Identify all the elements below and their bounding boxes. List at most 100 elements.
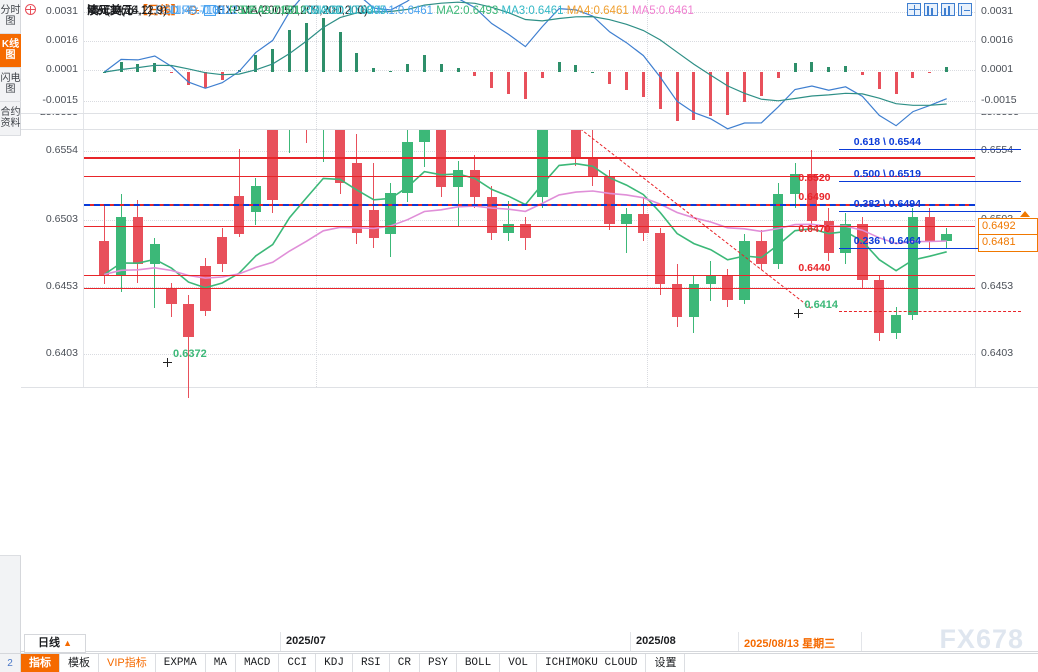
- macd-histogram-bar: [911, 72, 915, 79]
- ma-curve: [104, 190, 947, 279]
- candle-body: [722, 274, 733, 300]
- toolbar-item-kdj[interactable]: KDJ: [316, 654, 353, 672]
- candle: [924, 0, 936, 387]
- macd-histogram-bar: [574, 65, 578, 73]
- support-resistance-line: [84, 275, 975, 276]
- indicator-name: EXPMA(200,50,200,200,200): [217, 5, 368, 17]
- candle-body: [385, 192, 396, 235]
- x-axis: 2025/07 2025/08 2025/08/13 星期三: [21, 632, 1038, 652]
- candle-body: [351, 163, 363, 233]
- candle-body: [267, 120, 278, 200]
- toolbar-item-ichimoku-cloud[interactable]: ICHIMOKU CLOUD: [537, 654, 647, 672]
- toolbar-item-cci[interactable]: CCI: [279, 654, 317, 672]
- sidebar-item-flash-chart[interactable]: 闪电图: [0, 68, 21, 102]
- x-axis-label: 2025/07: [286, 635, 326, 647]
- crosshair-icon[interactable]: [907, 3, 921, 16]
- price-ytick-left: 0.6554: [45, 144, 78, 157]
- macd-histogram-bar: [406, 63, 409, 73]
- candle: [452, 0, 464, 387]
- toolbar-item-cr[interactable]: CR: [390, 654, 420, 672]
- page-badge[interactable]: 2: [0, 654, 21, 672]
- macd-histogram-bar: [928, 72, 932, 74]
- toolbar-item-vip指标[interactable]: VIP指标: [99, 654, 156, 672]
- macd-ytick-left: 0.0016: [45, 33, 78, 46]
- toolbar-item-boll[interactable]: BOLL: [457, 654, 501, 672]
- macd-histogram-bar: [877, 72, 881, 90]
- sidebar-item-contract-info[interactable]: 合约资料: [0, 102, 21, 136]
- macd-legend: MACD(26,12,9) DIFF:-0.0012 DEA:-0.0010 M…: [87, 4, 386, 18]
- vertical-gridline: [316, 0, 318, 113]
- ma3-value: MA3:0.6461: [501, 5, 564, 17]
- candle-body: [98, 241, 110, 275]
- chart-shift-right-icon[interactable]: [958, 3, 972, 16]
- candle-body: [402, 141, 413, 193]
- candle: [503, 0, 514, 387]
- candle: [115, 0, 127, 387]
- toolbar-item-设置[interactable]: 设置: [646, 654, 686, 672]
- gridline: [84, 101, 975, 103]
- toolbar-item-rsi[interactable]: RSI: [353, 654, 390, 672]
- indicator-curve: [104, 1, 947, 106]
- support-resistance-line: [84, 157, 975, 159]
- toolbar-item-vol[interactable]: VOL: [500, 654, 538, 672]
- toolbar-item-ma[interactable]: MA: [206, 654, 236, 672]
- candle: [183, 0, 194, 398]
- candle-body: [132, 216, 144, 264]
- candle: [351, 0, 363, 387]
- macd-histogram-bar: [557, 62, 561, 73]
- candle-body: [705, 274, 716, 284]
- candle-body: [115, 216, 127, 275]
- candle: [688, 0, 700, 387]
- macd-histogram-bar: [153, 62, 157, 73]
- macd-histogram-bar: [338, 32, 342, 73]
- ask-price-flag[interactable]: 0.6492: [978, 218, 1038, 235]
- macd-histogram-bar: [759, 72, 763, 96]
- macd-histogram-bar: [304, 22, 308, 73]
- ma4-value: MA4:0.6461: [566, 5, 629, 17]
- macd-histogram-bar: [271, 48, 275, 73]
- macd-histogram-bar: [372, 68, 376, 73]
- candle: [486, 0, 497, 387]
- sidebar-item-kline-chart[interactable]: K线图: [0, 34, 21, 68]
- chart-toolbar[interactable]: [907, 3, 972, 16]
- toolbar-item-指标[interactable]: 指标: [21, 654, 60, 672]
- macd-histogram-bar: [810, 62, 814, 73]
- macd-panel[interactable]: 0.0031 0.0016 0.0001 -0.0015 0.0031 0.0016 0.…: [21, 0, 1038, 130]
- macd-histogram-bar: [102, 72, 106, 74]
- support-resistance-line: [84, 226, 975, 227]
- candle-body: [166, 287, 177, 304]
- toolbar-item-模板[interactable]: 模板: [60, 654, 99, 672]
- bid-price-flag[interactable]: 0.6481: [978, 235, 1038, 252]
- toolbar-item-macd[interactable]: MACD: [236, 654, 280, 672]
- candle-body: [756, 241, 767, 264]
- candle-wick: [154, 238, 156, 308]
- indicator-chart-icon[interactable]: [203, 5, 216, 16]
- crosshair-circle-icon[interactable]: [187, 6, 200, 15]
- left-sidebar: 分时图 K线图 闪电图 合约资料: [0, 0, 21, 654]
- macd-ytick-right: 0.0031: [981, 4, 1014, 17]
- candle-body: [149, 243, 160, 264]
- price-ytick-right: 0.6554: [981, 144, 1014, 157]
- macd-plot-area[interactable]: [83, 0, 976, 130]
- macd-title: MACD(26,12,9): [87, 5, 167, 17]
- price-ytick-right: 0.6403: [981, 346, 1014, 359]
- toolbar-item-expma[interactable]: EXPMA: [156, 654, 206, 672]
- candle-body: [216, 237, 228, 264]
- candle: [671, 0, 683, 387]
- candle: [166, 0, 177, 387]
- macd-histogram-bar: [321, 17, 325, 73]
- toolbar-item-psy[interactable]: PSY: [420, 654, 457, 672]
- candle: [98, 0, 110, 387]
- chart-left-align-icon[interactable]: [924, 3, 938, 16]
- ma2-value: MA2:0.6493: [436, 5, 499, 17]
- fib-level-label: 0.382 \ 0.6494: [853, 198, 921, 210]
- bottom-toolbar[interactable]: 2 指标 模板 VIP指标 EXPMA MA MACD CCI KDJ RSI CR PSY BOLL…: [0, 653, 1038, 672]
- macd-histogram-bar: [136, 64, 140, 73]
- candle-wick: [508, 200, 510, 242]
- chart-scale-icon[interactable]: [941, 3, 955, 16]
- dashed-blue-level: [84, 204, 975, 206]
- macd-histogram-bar: [776, 72, 780, 79]
- macd-histogram-bar: [540, 72, 544, 78]
- period-selector[interactable]: 日线 ▲: [24, 634, 86, 653]
- sidebar-item-timeshare-chart[interactable]: 分时图: [0, 0, 21, 34]
